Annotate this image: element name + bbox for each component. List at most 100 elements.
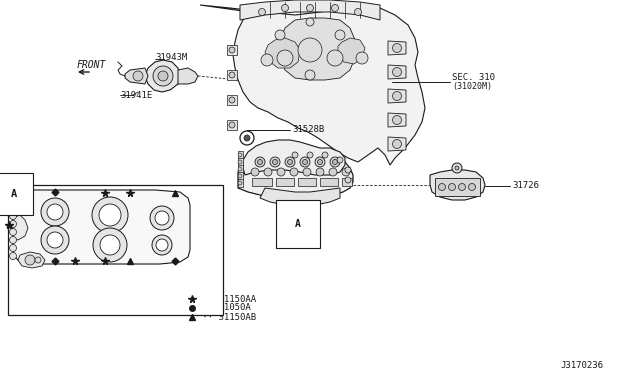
Circle shape bbox=[270, 157, 280, 167]
Circle shape bbox=[292, 152, 298, 158]
Circle shape bbox=[298, 38, 322, 62]
Circle shape bbox=[317, 160, 323, 164]
Polygon shape bbox=[260, 188, 340, 206]
Bar bbox=[342, 178, 352, 186]
Circle shape bbox=[257, 160, 262, 164]
Circle shape bbox=[10, 196, 17, 203]
Polygon shape bbox=[238, 179, 243, 187]
Polygon shape bbox=[238, 158, 243, 166]
Circle shape bbox=[264, 168, 272, 176]
Circle shape bbox=[92, 197, 128, 233]
Circle shape bbox=[335, 30, 345, 40]
Bar bbox=[320, 178, 338, 186]
Circle shape bbox=[306, 18, 314, 26]
Bar bbox=[252, 178, 272, 186]
Circle shape bbox=[303, 168, 311, 176]
Circle shape bbox=[277, 168, 285, 176]
Circle shape bbox=[332, 4, 339, 12]
Circle shape bbox=[10, 253, 17, 260]
Text: A: A bbox=[295, 219, 301, 229]
Circle shape bbox=[329, 168, 337, 176]
Polygon shape bbox=[227, 120, 237, 130]
Circle shape bbox=[35, 257, 41, 263]
Circle shape bbox=[251, 168, 259, 176]
Circle shape bbox=[449, 183, 456, 190]
Circle shape bbox=[10, 221, 17, 228]
Polygon shape bbox=[338, 38, 365, 64]
Circle shape bbox=[41, 226, 69, 254]
Circle shape bbox=[327, 50, 343, 66]
Circle shape bbox=[438, 183, 445, 190]
Circle shape bbox=[307, 4, 314, 12]
Text: FRONT: FRONT bbox=[77, 60, 106, 70]
Polygon shape bbox=[13, 215, 28, 240]
Text: 31943M: 31943M bbox=[155, 52, 188, 61]
Polygon shape bbox=[227, 95, 237, 105]
Circle shape bbox=[229, 47, 235, 53]
Circle shape bbox=[10, 228, 17, 235]
Circle shape bbox=[330, 157, 340, 167]
Circle shape bbox=[99, 204, 121, 226]
Polygon shape bbox=[145, 60, 180, 92]
Circle shape bbox=[392, 115, 401, 125]
Text: 31528B: 31528B bbox=[292, 125, 324, 135]
Text: ·· 31050A: ·· 31050A bbox=[197, 304, 251, 312]
Bar bbox=[8, 185, 223, 315]
Polygon shape bbox=[265, 38, 300, 68]
Bar bbox=[298, 178, 316, 186]
Circle shape bbox=[47, 232, 63, 248]
Circle shape bbox=[315, 157, 325, 167]
Circle shape bbox=[229, 72, 235, 78]
Circle shape bbox=[345, 167, 351, 173]
Circle shape bbox=[238, 160, 242, 164]
Circle shape bbox=[10, 244, 17, 251]
Polygon shape bbox=[178, 68, 198, 84]
Circle shape bbox=[392, 44, 401, 52]
Circle shape bbox=[93, 228, 127, 262]
Bar bbox=[435, 178, 480, 196]
Circle shape bbox=[345, 177, 351, 183]
Polygon shape bbox=[280, 18, 355, 80]
Circle shape bbox=[238, 181, 242, 185]
Circle shape bbox=[468, 183, 476, 190]
Circle shape bbox=[261, 54, 273, 66]
Circle shape bbox=[47, 204, 63, 220]
Polygon shape bbox=[388, 89, 406, 103]
Circle shape bbox=[152, 235, 172, 255]
Circle shape bbox=[41, 198, 69, 226]
Text: 31726: 31726 bbox=[512, 182, 539, 190]
Polygon shape bbox=[125, 68, 148, 84]
Polygon shape bbox=[388, 41, 406, 55]
Text: 31941E: 31941E bbox=[120, 90, 152, 99]
Bar bbox=[276, 178, 294, 186]
Polygon shape bbox=[238, 148, 353, 198]
Circle shape bbox=[342, 168, 350, 176]
Circle shape bbox=[392, 140, 401, 148]
Text: (31020M): (31020M) bbox=[452, 81, 492, 90]
Polygon shape bbox=[240, 0, 380, 20]
Polygon shape bbox=[227, 45, 237, 55]
Circle shape bbox=[458, 183, 465, 190]
Circle shape bbox=[290, 168, 298, 176]
Circle shape bbox=[25, 255, 35, 265]
Circle shape bbox=[229, 97, 235, 103]
Polygon shape bbox=[227, 70, 237, 80]
Polygon shape bbox=[430, 170, 485, 200]
Circle shape bbox=[10, 205, 17, 212]
Circle shape bbox=[238, 153, 242, 157]
Circle shape bbox=[155, 211, 169, 225]
Circle shape bbox=[322, 152, 328, 158]
Polygon shape bbox=[243, 140, 345, 175]
Circle shape bbox=[275, 30, 285, 40]
Text: ·· 31150AB: ·· 31150AB bbox=[197, 312, 256, 321]
Circle shape bbox=[10, 212, 17, 219]
Circle shape bbox=[133, 71, 143, 81]
Circle shape bbox=[255, 157, 265, 167]
Polygon shape bbox=[238, 172, 243, 180]
Circle shape bbox=[356, 52, 368, 64]
Circle shape bbox=[238, 174, 242, 178]
Circle shape bbox=[300, 157, 310, 167]
Circle shape bbox=[333, 160, 337, 164]
Text: A: A bbox=[11, 189, 17, 199]
Circle shape bbox=[282, 4, 289, 12]
